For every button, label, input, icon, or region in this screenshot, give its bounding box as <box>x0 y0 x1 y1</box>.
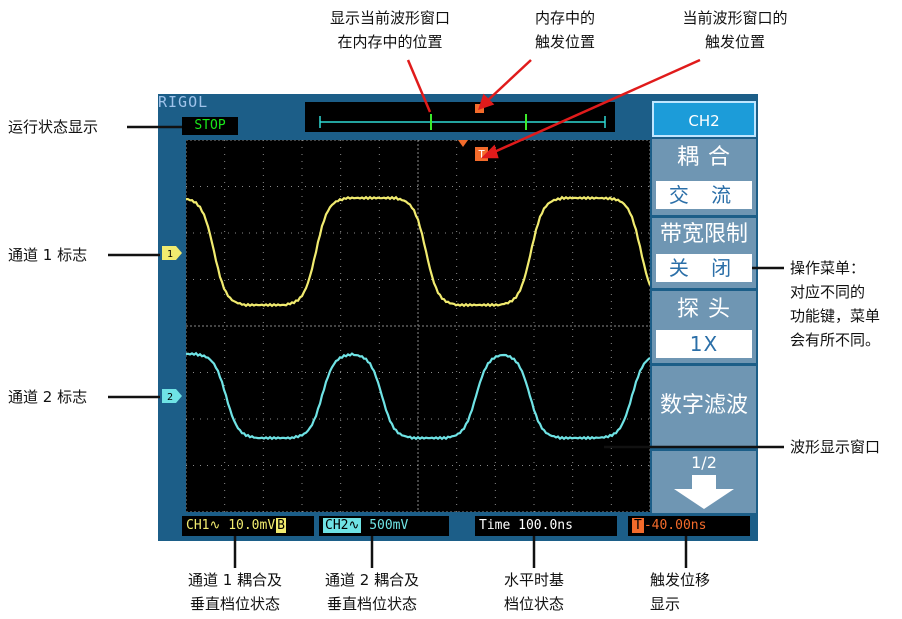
ch2-marker-label: 2 <box>167 392 173 403</box>
trigger-arrow-icon <box>458 140 468 147</box>
annotation-window-trigger-position: 当前波形窗口的 触发位置 <box>660 6 810 54</box>
operation-menu: CH2 耦 合 交 流 带宽限制 关 闭 探 头 1X 数字滤波 1/2 <box>652 101 756 513</box>
leader-memory-trigger-arrowhead <box>478 93 495 110</box>
trigger-offset-value: -40.00ns <box>643 518 707 533</box>
annotation-line: 触发位置 <box>534 33 595 51</box>
annotation-line: 触发位置 <box>704 33 765 51</box>
annotation-timebase: 水平时基 档位状态 <box>474 568 594 616</box>
annotation-line: 当前波形窗口的 <box>682 9 788 27</box>
menu-item-probe-value: 1X <box>656 330 752 358</box>
waveform-canvas <box>185 140 652 512</box>
annotation-line: 在内存中的位置 <box>337 33 443 51</box>
annotation-line: 档位状态 <box>503 595 564 613</box>
annotation-memory-window-position: 显示当前波形窗口 在内存中的位置 <box>300 6 480 54</box>
grid-border <box>186 140 650 512</box>
annotation-line: 显示当前波形窗口 <box>329 9 450 27</box>
annotation-line: 会有所不同。 <box>790 331 881 349</box>
annotation-line: 内存中的 <box>534 9 595 27</box>
leader-memory-trigger <box>485 59 532 103</box>
ch2-status-value: 500mV <box>369 518 409 533</box>
leader-memory-window <box>406 59 432 113</box>
menu-item-digital-filter[interactable]: 数字滤波 <box>652 366 756 446</box>
leader-window-trigger-arrowhead <box>480 144 499 159</box>
annotation-trigger-offset: 触发位移 显示 <box>650 568 710 616</box>
annotation-memory-trigger-position: 内存中的 触发位置 <box>520 6 610 54</box>
ch2-waveform <box>185 351 651 441</box>
annotation-line: 显示 <box>650 595 681 613</box>
annotation-waveform-window: 波形显示窗口 <box>790 438 881 456</box>
menu-item-coupling-value: 交 流 <box>656 181 752 209</box>
annotation-line: 垂直档位状态 <box>189 595 280 613</box>
trigger-offset-icon: T <box>632 518 644 533</box>
annotation-run-status: 运行状态显示 <box>8 118 99 136</box>
annotation-line: 水平时基 <box>503 571 564 589</box>
annotation-ch1-marker: 通道 1 标志 <box>8 246 88 264</box>
annotation-line: 操作菜单： <box>790 259 866 277</box>
annotation-line: 垂直档位状态 <box>326 595 417 613</box>
ch2-marker-icon <box>162 389 182 403</box>
menu-item-bandwidth-label: 带宽限制 <box>659 222 748 247</box>
menu-item-bandwidth-limit[interactable]: 带宽限制 关 闭 <box>652 218 756 288</box>
ch1-marker[interactable]: 1 <box>162 246 184 260</box>
page-down-arrow-icon <box>674 475 734 509</box>
waveform-window <box>185 140 652 512</box>
menu-page-indicator: 1/2 <box>691 453 717 472</box>
ch1-waveform <box>185 195 652 308</box>
ch1-bw-badge: B <box>276 518 286 533</box>
ch2-status: CH2∿ 500mV <box>319 516 449 536</box>
annotation-ch2-status: 通道 2 耦合及 垂直档位状态 <box>297 568 447 616</box>
menu-item-coupling-label: 耦 合 <box>677 145 731 170</box>
ch2-marker[interactable]: 2 <box>162 389 184 403</box>
trigger-offset-status: T -40.00ns <box>628 516 750 536</box>
menu-title: CH2 <box>652 101 756 137</box>
ch1-status: CH1∿ 10.0mV B <box>182 516 314 536</box>
annotation-line: 通道 1 耦合及 <box>187 571 283 589</box>
run-status-indicator: STOP <box>182 117 238 135</box>
annotation-line: 对应不同的 <box>790 283 866 301</box>
memory-position-bar <box>305 102 615 132</box>
ch1-marker-label: 1 <box>167 249 173 260</box>
trigger-marker-text: T <box>478 148 485 161</box>
annotation-line: 通道 2 耦合及 <box>324 571 420 589</box>
menu-item-digital-filter-label: 数字滤波 <box>659 393 748 418</box>
brand-logo: RIGOL <box>158 93 209 111</box>
ch1-status-text: CH1∿ 10.0mV <box>186 518 276 533</box>
ch1-marker-icon <box>162 246 182 260</box>
annotation-line: 功能键，菜单 <box>790 307 881 325</box>
annotation-operation-menu: 操作菜单： 对应不同的 功能键，菜单 会有所不同。 <box>790 256 880 352</box>
annotation-ch1-status: 通道 1 耦合及 垂直档位状态 <box>160 568 310 616</box>
menu-next-page-button[interactable]: 1/2 <box>652 451 756 513</box>
ch2-status-tag: CH2∿ <box>323 518 362 533</box>
menu-item-probe-label: 探 头 <box>677 297 731 322</box>
menu-item-bandwidth-value: 关 闭 <box>656 254 752 282</box>
annotation-ch2-marker: 通道 2 标志 <box>8 388 88 406</box>
leader-window-trigger <box>491 58 701 155</box>
annotation-line: 触发位移 <box>650 571 711 589</box>
timebase-status: Time 100.0ns <box>475 516 617 536</box>
menu-item-coupling[interactable]: 耦 合 交 流 <box>652 139 756 215</box>
menu-item-probe[interactable]: 探 头 1X <box>652 291 756 363</box>
